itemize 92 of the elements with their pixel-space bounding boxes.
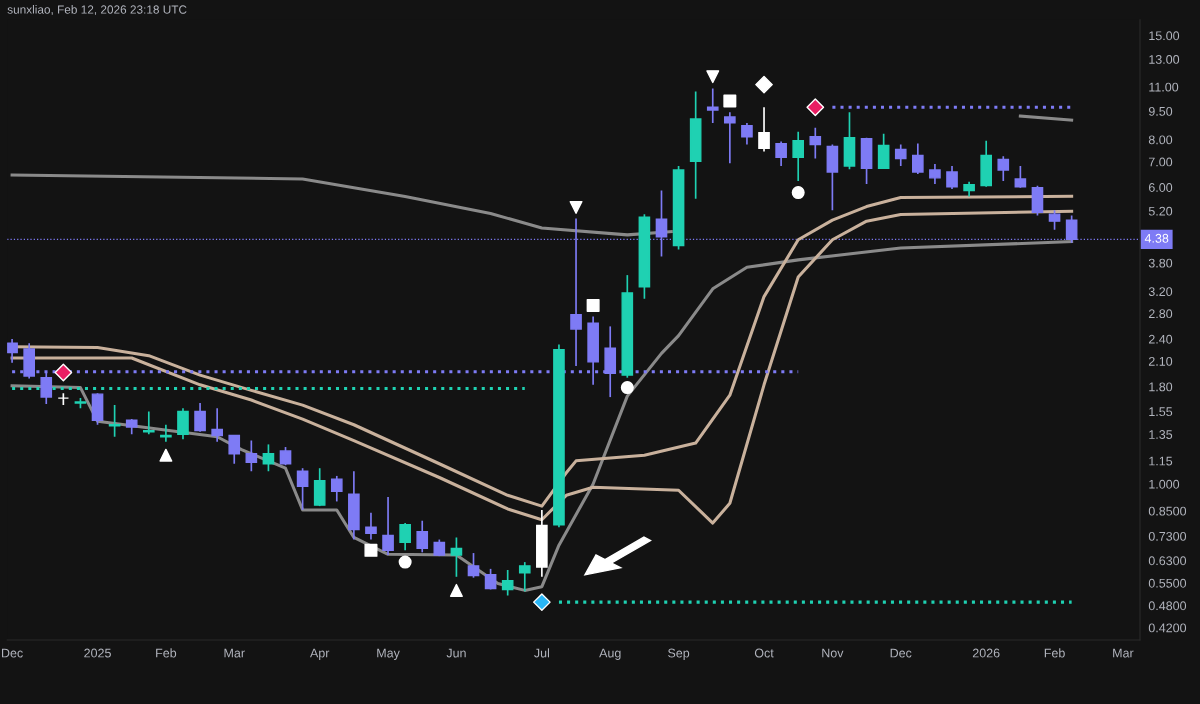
y-tick-label: 8.00: [1148, 135, 1173, 145]
point: [398, 555, 412, 569]
point: [723, 94, 737, 108]
point: [569, 200, 583, 214]
line-series: [10, 173, 673, 237]
candlestick: [194, 402, 206, 433]
y-tick-label: 1.15: [1149, 456, 1173, 466]
point: [449, 583, 463, 597]
y-tick-label: 15.00: [1149, 31, 1180, 41]
x-tick-label: Feb: [156, 648, 177, 658]
y-tick-label: 6.00: [1148, 183, 1173, 192]
x-tick-label: Jul: [534, 648, 550, 658]
candlestick: [1048, 209, 1061, 231]
x-tick-label: Oct: [754, 648, 774, 658]
candlestick: [894, 143, 907, 167]
candlestick: [912, 142, 924, 175]
y-tick-label: 3.20: [1148, 287, 1173, 297]
candlestick: [330, 475, 343, 503]
point: [54, 363, 73, 382]
point: [806, 98, 825, 117]
candlestick: [108, 404, 121, 438]
y-tick-label: 0.6300: [1148, 556, 1187, 566]
y-tick-label: 0.5500: [1148, 578, 1187, 588]
candlestick: [501, 569, 514, 597]
y-tick-label: 13.00: [1149, 55, 1180, 64]
candlestick: [809, 126, 822, 160]
candlestick: [877, 132, 890, 170]
ref-line-label: 4.38: [1144, 233, 1169, 243]
x-tick-label: Apr: [310, 648, 330, 660]
candlestick: [228, 434, 241, 465]
y-tick-label: 5.20: [1148, 206, 1173, 216]
y-tick-label: 11.00: [1149, 82, 1179, 92]
x-tick-label: Mar: [224, 648, 245, 658]
y-tick-label: 2.10: [1148, 356, 1173, 366]
candlestick: [177, 407, 189, 441]
point: [532, 593, 551, 612]
candlestick: [997, 155, 1010, 182]
x-tick-label: Dec: [890, 648, 912, 658]
candlestick: [946, 165, 958, 190]
x-tick-label: Feb: [1044, 648, 1065, 658]
candlestick: [245, 439, 258, 473]
x-tick-label: Aug: [599, 648, 621, 660]
y-tick-label: 0.4800: [1148, 601, 1187, 611]
candlestick: [518, 561, 531, 593]
point: [791, 186, 805, 200]
x-tick-label: 2026: [972, 648, 1000, 658]
candlestick: [741, 122, 753, 146]
y-tick-label: 9.50: [1148, 106, 1173, 116]
y-tick-label: 0.4200: [1148, 623, 1187, 633]
candlestick: [296, 467, 309, 511]
y-tick-label: 0.8500: [1148, 506, 1187, 516]
candlestick: [262, 443, 275, 473]
candlestick: [450, 536, 463, 578]
candlestick: [142, 410, 155, 436]
candlestick: [758, 106, 770, 153]
x-tick-label: Sep: [668, 648, 690, 660]
y-tick-label: 1.55: [1149, 407, 1173, 417]
candlestick: [467, 552, 480, 579]
y-tick-label: 0.7300: [1148, 531, 1187, 541]
candlestick: [929, 163, 941, 185]
y-tick-label: 3.80: [1148, 258, 1173, 268]
candlestick: [775, 140, 787, 167]
x-tick-label: 2025: [84, 648, 111, 658]
candlestick: [416, 519, 429, 554]
candlestick: [792, 130, 805, 182]
candlestick: [1014, 165, 1027, 189]
x-tick-label: Dec: [1, 648, 23, 658]
candlestick: [724, 111, 736, 164]
candlestick: [279, 446, 292, 467]
candlestick: [7, 338, 18, 364]
x-tick-label: Nov: [822, 648, 844, 658]
x-tick-label: May: [377, 648, 400, 660]
candlestick: [399, 522, 411, 552]
point: [364, 543, 378, 557]
candlestick: [382, 496, 394, 556]
candlestick: [365, 512, 377, 541]
text: sunxliao, Feb 12, 2026 23:18 UTC: [7, 5, 187, 16]
y-tick-label: 1.000: [1149, 479, 1180, 489]
y-tick-label: 2.80: [1148, 309, 1173, 319]
y-tick-label: 1.80: [1149, 382, 1173, 392]
point: [706, 70, 720, 84]
x-tick-label: Mar: [1113, 648, 1134, 658]
y-tick-label: 1.35: [1149, 430, 1173, 439]
y-tick-label: 2.40: [1148, 334, 1173, 344]
candlestick: [706, 87, 719, 124]
point: [620, 381, 634, 395]
point: [755, 75, 773, 94]
point: [159, 448, 173, 462]
candlestick: [211, 407, 223, 443]
y-tick-label: 7.00: [1148, 157, 1173, 167]
x-tick-label: Jun: [446, 648, 466, 658]
point: [586, 298, 600, 312]
